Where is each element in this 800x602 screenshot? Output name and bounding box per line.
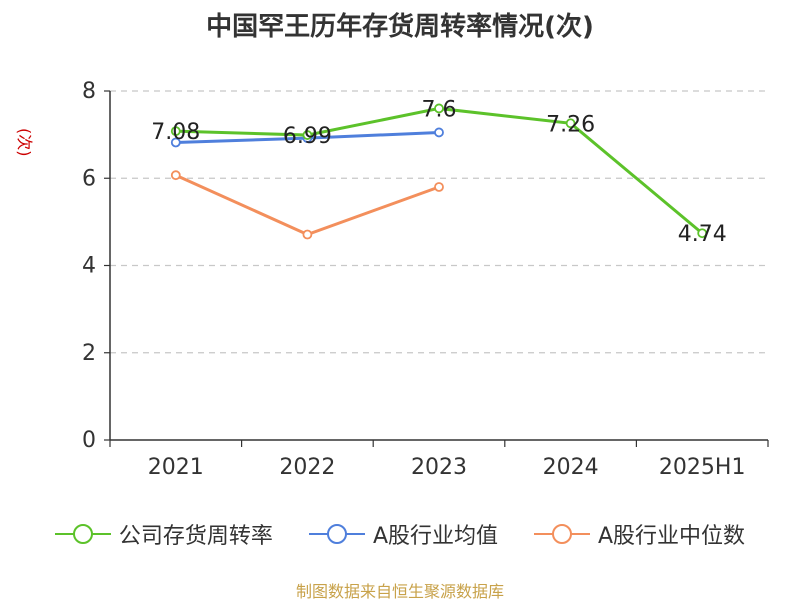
chart-title: 中国罕王历年存货周转率情况(次) bbox=[206, 12, 594, 42]
y-tick-label: 6 bbox=[82, 166, 96, 191]
data-label: 4.74 bbox=[678, 222, 727, 247]
y-tick-label: 0 bbox=[82, 428, 96, 453]
x-tick-label: 2021 bbox=[148, 455, 204, 480]
legend-swatch-icon bbox=[308, 522, 365, 546]
data-point bbox=[302, 229, 313, 240]
y-tick-label: 4 bbox=[82, 254, 96, 279]
data-point bbox=[170, 170, 181, 181]
series-line bbox=[175, 173, 440, 237]
x-tick-label: 2023 bbox=[411, 455, 467, 480]
data-point bbox=[697, 228, 708, 239]
x-tick-label: 2025H1 bbox=[659, 455, 746, 480]
legend-item-industry-median[interactable]: A股行业中位数 bbox=[534, 518, 745, 550]
legend-item-company[interactable]: 公司存货周转率 bbox=[54, 518, 273, 550]
data-label: 7.26 bbox=[546, 112, 595, 137]
legend-label: A股行业中位数 bbox=[598, 524, 746, 549]
data-source-note: 制图数据来自恒生聚源数据库 bbox=[295, 582, 504, 601]
legend-swatch-icon bbox=[534, 522, 590, 546]
x-tick-label: 2022 bbox=[279, 455, 335, 480]
y-tick-label: 2 bbox=[82, 341, 96, 366]
x-tick-label: 2024 bbox=[543, 455, 599, 480]
data-point bbox=[170, 137, 181, 148]
data-point bbox=[565, 118, 576, 129]
data-point bbox=[434, 103, 444, 114]
legend-label: 公司存货周转率 bbox=[118, 524, 273, 549]
data-point bbox=[434, 182, 444, 192]
legend-label: A股行业均值 bbox=[372, 524, 498, 549]
data-label: 7.08 bbox=[151, 120, 200, 145]
data-point bbox=[434, 127, 444, 138]
legend-item-industry-mean[interactable]: A股行业均值 bbox=[308, 518, 498, 550]
data-label: 6.99 bbox=[283, 124, 332, 149]
legend-swatch-icon bbox=[54, 522, 111, 546]
data-label: 7.6 bbox=[422, 97, 457, 122]
series-line bbox=[175, 106, 704, 235]
legend: 公司存货周转率 A股行业均值 A股行业中位数 bbox=[0, 518, 800, 550]
data-point bbox=[170, 126, 181, 137]
y-tick-label: 8 bbox=[82, 79, 96, 104]
data-point bbox=[302, 130, 313, 140]
